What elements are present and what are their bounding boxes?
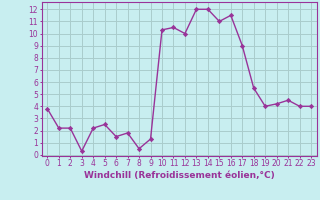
X-axis label: Windchill (Refroidissement éolien,°C): Windchill (Refroidissement éolien,°C) <box>84 171 275 180</box>
